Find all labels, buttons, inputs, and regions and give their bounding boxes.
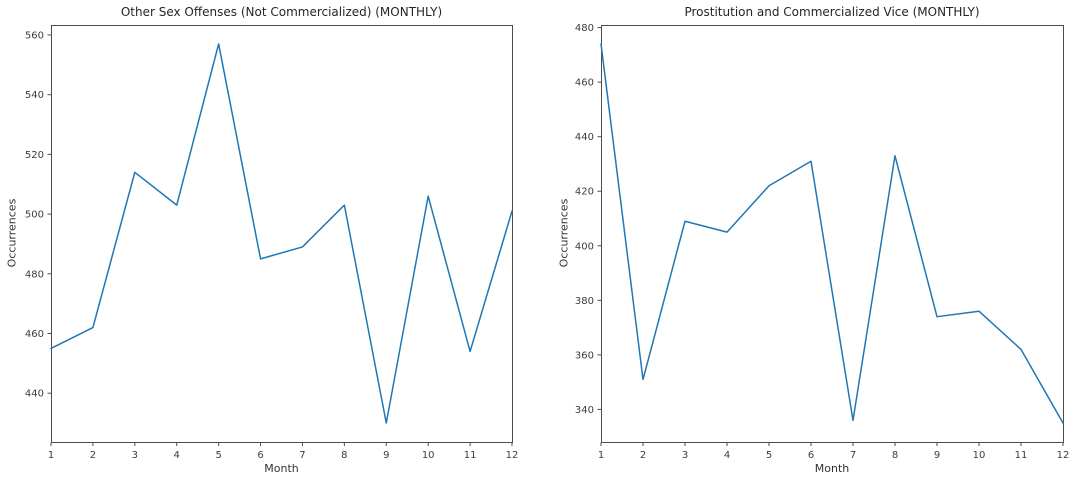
x-tick-label: 10 [973,450,986,461]
axes-spines [601,25,1064,443]
y-tick-label: 520 [25,150,44,161]
x-tick-label: 6 [808,450,814,461]
y-tick-label: 460 [575,78,594,89]
x-axis-label: Month [814,462,850,475]
x-tick-label: 5 [766,450,772,461]
x-tick-label: 4 [724,450,730,461]
data-line-series [50,43,513,424]
x-tick-label: 10 [422,450,435,461]
x-tick-label: 1 [48,450,54,461]
x-tick-label: 4 [174,450,180,461]
y-tick-label: 440 [25,389,44,400]
chart-title: Other Sex Offenses (Not Commercialized) … [120,5,443,19]
chart-title: Prostitution and Commercialized Vice (MO… [684,5,980,19]
x-tick-label: 8 [341,450,347,461]
x-tick-label: 7 [299,450,305,461]
x-tick-label: 11 [464,450,477,461]
data-line-series [600,43,1064,424]
x-tick-label: 6 [257,450,263,461]
y-tick-label: 380 [575,296,594,307]
x-tick-label: 1 [598,450,604,461]
x-tick-label: 11 [1015,450,1028,461]
x-tick-label: 2 [90,450,96,461]
x-tick-label: 12 [506,450,519,461]
y-tick-label: 480 [25,269,44,280]
x-tick-label: 8 [892,450,898,461]
y-tick-label: 500 [25,210,44,221]
x-tick-label: 2 [640,450,646,461]
x-tick-label: 5 [215,450,221,461]
y-tick-label: 560 [25,30,44,41]
y-tick-label: 440 [575,132,594,143]
y-tick-label: 540 [25,90,44,101]
x-tick-label: 7 [850,450,856,461]
x-axis-label: Month [264,462,299,475]
x-tick-label: 9 [934,450,940,461]
x-tick-label: 12 [1057,450,1070,461]
chart-other-sex-offenses: Other Sex Offenses (Not Commercialized) … [6,5,519,475]
y-tick-label: 420 [575,187,594,198]
x-tick-label: 3 [682,450,688,461]
y-tick-label: 360 [575,350,594,361]
axes-spines [51,25,513,443]
y-tick-label: 460 [25,329,44,340]
x-tick-label: 9 [383,450,389,461]
y-tick-label: 400 [575,241,594,252]
chart-prostitution-vice: Prostitution and Commercialized Vice (MO… [538,0,1076,486]
y-tick-label: 480 [575,23,594,34]
y-tick-label: 340 [575,405,594,416]
x-tick-label: 3 [132,450,138,461]
